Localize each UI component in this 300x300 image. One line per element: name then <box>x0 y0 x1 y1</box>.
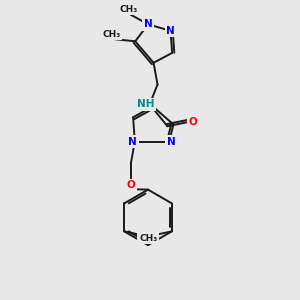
Text: N: N <box>128 136 137 147</box>
Text: CH₃: CH₃ <box>119 5 137 14</box>
Text: N: N <box>167 136 176 147</box>
Text: NH: NH <box>137 99 154 110</box>
Text: O: O <box>189 117 198 127</box>
Text: CH₃: CH₃ <box>139 234 157 243</box>
Text: CH₃: CH₃ <box>139 234 158 243</box>
Text: CH₃: CH₃ <box>102 30 121 39</box>
Text: N: N <box>166 26 175 36</box>
Text: N: N <box>144 20 153 29</box>
Text: O: O <box>127 180 135 190</box>
